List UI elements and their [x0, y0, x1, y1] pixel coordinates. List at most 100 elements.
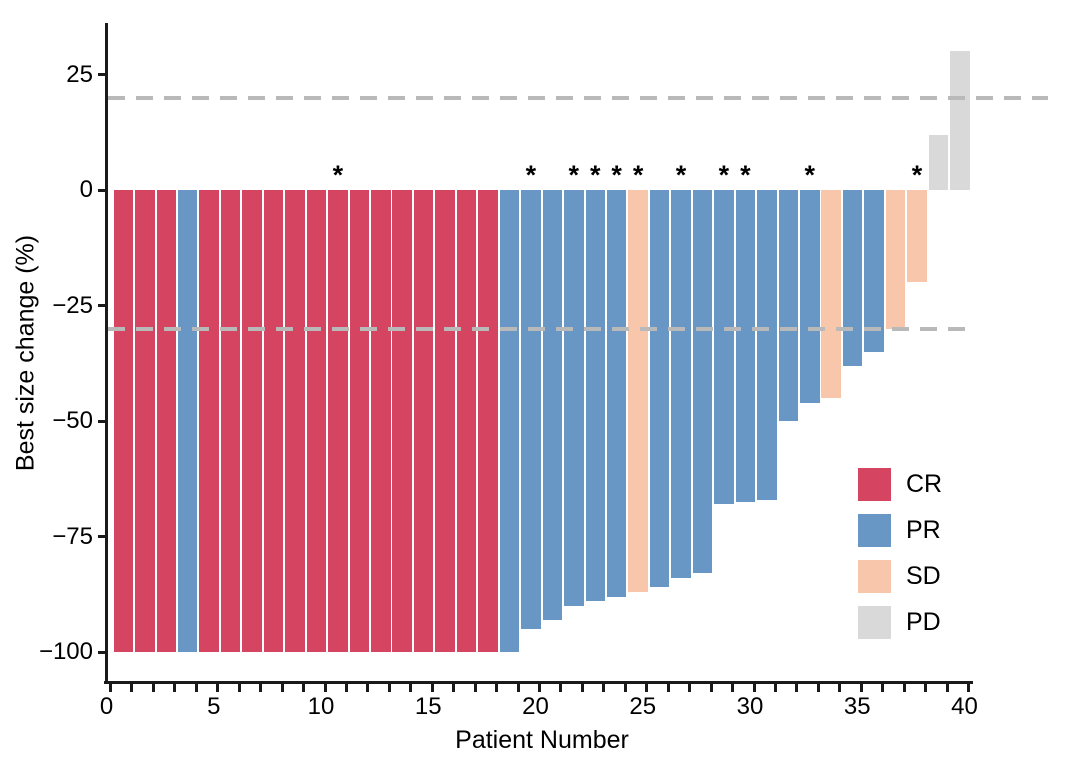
x-axis-title: Patient Number: [455, 726, 629, 754]
x-tick: [302, 684, 306, 692]
bar-patient-12: [349, 190, 370, 652]
legend-row-cr: CR: [858, 468, 942, 501]
asterisk-patient-33: *: [804, 160, 815, 190]
asterisk-patient-38: *: [911, 160, 923, 190]
x-tick: [902, 684, 906, 692]
x-tick: [366, 684, 370, 692]
asterisk-patient-24: *: [611, 160, 622, 190]
y-tick: [98, 304, 105, 307]
y-tick-label: −50: [52, 407, 93, 434]
bar-patient-13: [371, 190, 391, 652]
bar-patient-33: [800, 190, 820, 403]
x-tick: [881, 684, 885, 692]
x-tick: [130, 684, 134, 692]
y-tick: [98, 188, 105, 192]
bar-patient-31: [757, 190, 777, 500]
asterisk-patient-25: *: [632, 160, 644, 190]
x-tick: [409, 684, 413, 692]
asterisk-patient-22: *: [568, 160, 580, 190]
x-tick: [344, 684, 348, 692]
legend-swatch-sd: [858, 560, 891, 593]
bar-patient-3: [156, 190, 176, 652]
x-tick: [109, 684, 112, 692]
x-tick-label-35: 35: [843, 693, 871, 720]
x-tick: [473, 684, 477, 692]
bar-patient-1: [113, 190, 134, 652]
bar-patient-32: [778, 190, 799, 421]
bar-patient-7: [242, 190, 262, 652]
asterisk-patient-20: *: [525, 160, 537, 190]
x-tick: [838, 684, 842, 692]
x-tick: [924, 684, 928, 692]
bar-patient-21: [542, 190, 563, 620]
bar-patient-23: [585, 190, 605, 602]
reference-line-plus20: [108, 95, 1048, 100]
y-tick-label: −75: [52, 522, 93, 550]
bar-patient-4: [177, 190, 198, 652]
y-tick-label: −100: [38, 638, 93, 665]
bar-patient-18: [478, 190, 498, 652]
legend-label-sd: SD: [906, 562, 941, 590]
y-tick: [98, 73, 105, 76]
y-tick-label: 25: [66, 60, 93, 88]
bar-patient-15: [413, 190, 434, 652]
bar-patient-28: [692, 190, 713, 574]
asterisk-patient-30: *: [740, 160, 751, 190]
x-tick: [795, 684, 799, 692]
bar-patient-10: [306, 190, 327, 652]
y-axis-line: [105, 23, 108, 684]
y-axis-title: Best size change (%): [11, 234, 40, 472]
x-tick: [237, 684, 241, 692]
asterisk-patient-23: *: [589, 160, 601, 190]
legend-swatch-cr: [858, 468, 891, 501]
x-tick: [945, 684, 949, 692]
bar-patient-16: [435, 190, 455, 652]
y-tick: [98, 535, 105, 538]
x-tick-label-0: 0: [99, 693, 114, 720]
x-tick-label-20: 20: [522, 693, 549, 720]
x-tick: [752, 684, 756, 692]
x-tick: [559, 684, 563, 692]
y-tick: [98, 650, 105, 654]
x-tick: [773, 684, 777, 692]
x-tick: [516, 684, 520, 692]
x-tick: [430, 684, 434, 692]
bar-patient-38: [907, 190, 927, 283]
asterisk-patient-11: *: [332, 160, 344, 190]
y-tick-label: −25: [52, 291, 93, 319]
bar-patient-8: [263, 190, 284, 652]
bar-patient-29: [714, 190, 734, 505]
x-tick: [495, 684, 499, 692]
legend-label-pd: PD: [906, 608, 941, 636]
bar-patient-39: [928, 134, 949, 190]
legend-row-pd: PD: [858, 606, 942, 639]
reference-line-minus30: [108, 326, 968, 331]
bar-patient-24: [606, 190, 627, 597]
bar-patient-9: [285, 190, 305, 652]
x-tick: [280, 684, 284, 692]
x-tick: [538, 684, 541, 692]
x-tick-label-15: 15: [414, 693, 442, 720]
bar-patient-5: [199, 190, 219, 652]
bar-patient-26: [649, 190, 670, 588]
bar-patient-36: [864, 190, 884, 352]
legend: CR PR SD PD: [858, 468, 942, 652]
x-tick-label-40: 40: [951, 693, 978, 720]
asterisk-patient-27: *: [675, 160, 687, 190]
x-tick: [967, 684, 970, 692]
legend-swatch-pd: [858, 606, 891, 639]
bar-patient-25: [628, 190, 648, 592]
x-tick: [173, 684, 177, 692]
bar-patient-20: [521, 190, 541, 629]
bar-patient-6: [220, 190, 241, 652]
bar-patient-37: [885, 190, 906, 329]
x-tick: [645, 684, 649, 692]
bar-patient-11: [328, 190, 348, 652]
bar-patient-14: [392, 190, 412, 652]
asterisk-patient-29: *: [718, 160, 730, 190]
bar-patient-17: [456, 190, 477, 652]
x-tick: [580, 684, 584, 692]
legend-swatch-pr: [858, 514, 891, 547]
bar-patient-40: [950, 51, 970, 190]
